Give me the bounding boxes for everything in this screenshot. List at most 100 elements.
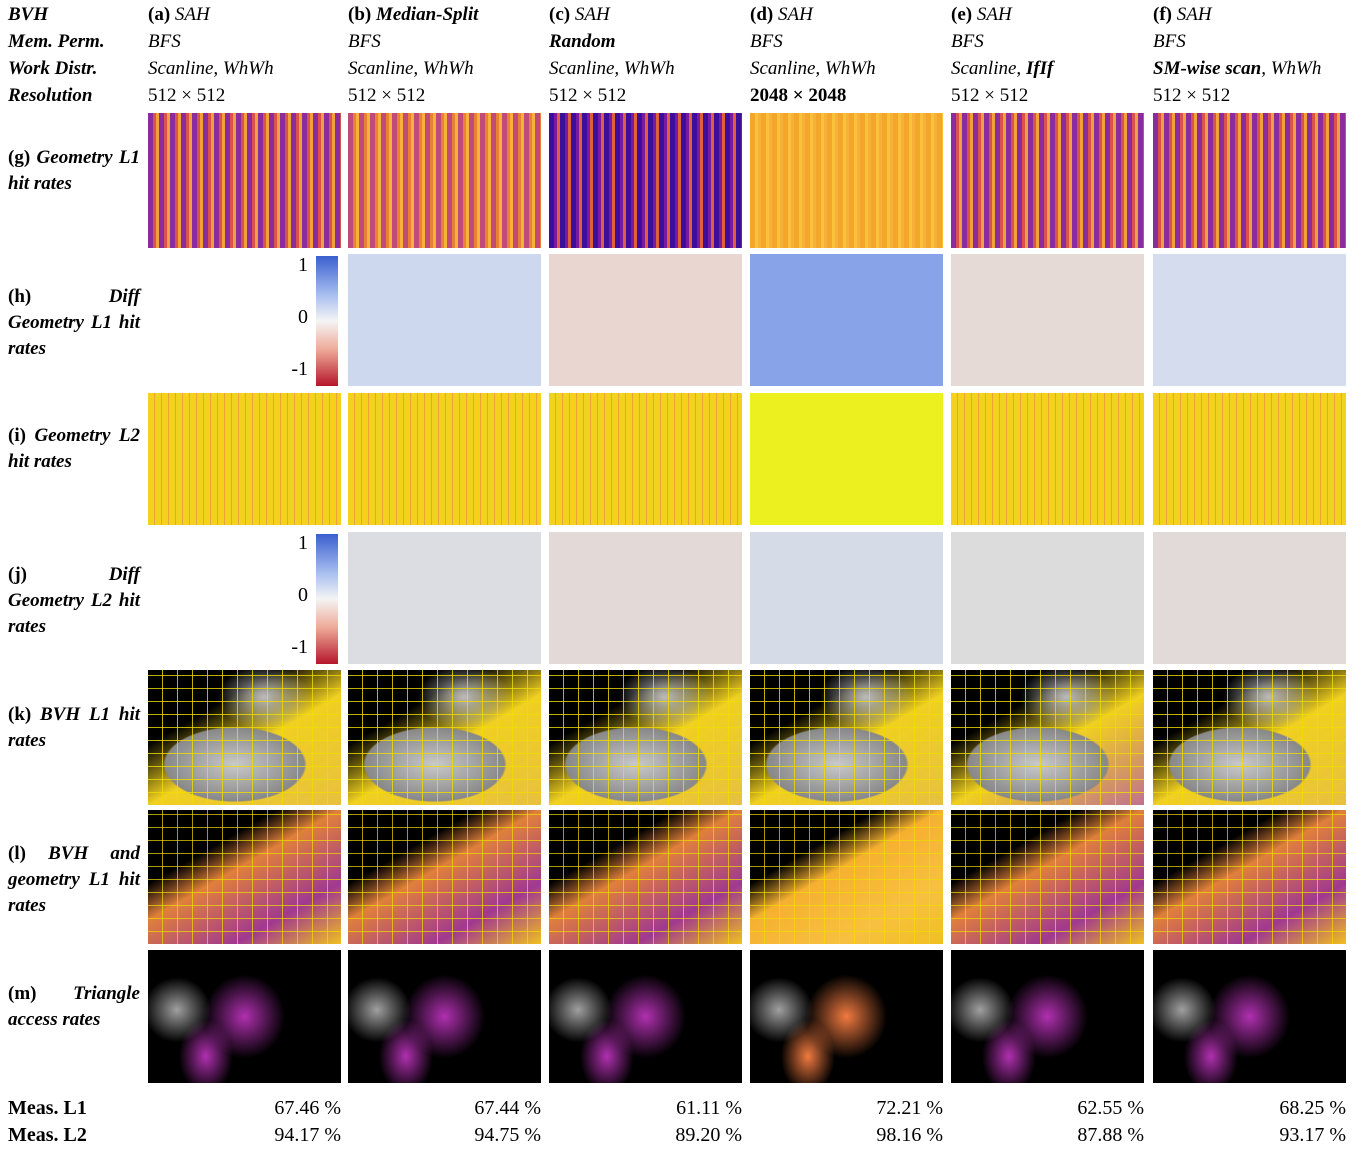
image-panel (1153, 113, 1346, 248)
image-panel (951, 532, 1144, 664)
row-text: Diff Geometry L2 hit rates (8, 564, 140, 637)
row-letter: (i) (8, 425, 26, 446)
column-mem: BFS (1153, 31, 1186, 53)
image-panel (750, 950, 943, 1083)
image-panel (549, 254, 742, 386)
image-panel (549, 810, 742, 944)
column-work-text: SM-wise scan (1153, 58, 1261, 79)
column-resolution: 512 × 512 (549, 85, 626, 107)
image-panel (951, 393, 1144, 525)
colorbar (316, 534, 338, 664)
column-resolution-text: 512 × 512 (549, 85, 626, 106)
image-panel (148, 113, 341, 248)
column-mem-text: BFS (951, 31, 984, 52)
image-panel (951, 113, 1144, 248)
measurement-value: 98.16 % (753, 1124, 943, 1147)
header-label: BVH (8, 4, 48, 26)
measurement-value: 89.20 % (552, 1124, 742, 1147)
colorbar (316, 256, 338, 386)
column-mem-text: BFS (348, 31, 381, 52)
column-work-text: Scanline, (951, 58, 1026, 79)
image-panel (348, 950, 541, 1083)
column-bvh: (f) SAH (1153, 4, 1212, 26)
image-panel (750, 670, 943, 805)
image-panel (750, 113, 943, 248)
image-panel (549, 532, 742, 664)
image-panel (148, 670, 341, 805)
image-panel (549, 113, 742, 248)
column-mem: BFS (750, 31, 783, 53)
row-label: (h) Diff Geometry L1 hit rates (8, 284, 140, 362)
image-panel (1153, 810, 1346, 944)
row-label: (m) Triangle access rates (8, 981, 140, 1033)
image-panel (549, 950, 742, 1083)
column-mem: BFS (148, 31, 181, 53)
image-panel (1153, 532, 1346, 664)
row-letter: (g) (8, 147, 30, 168)
row-text: BVH and geometry L1 hit rates (8, 843, 140, 916)
image-panel (348, 670, 541, 805)
measurement-value: 67.44 % (351, 1097, 541, 1120)
row-label: (l) BVH and geometry L1 hit rates (8, 841, 140, 919)
image-panel (348, 810, 541, 944)
column-work-text: IfIf (1026, 58, 1053, 79)
image-panel (148, 810, 341, 944)
column-resolution-text: 512 × 512 (951, 85, 1028, 106)
column-work-text: Scanline, WhWh (148, 58, 274, 79)
column-resolution-text: 512 × 512 (1153, 85, 1230, 106)
row-text: Geometry L2 hit rates (8, 425, 140, 472)
row-label: (g) Geometry L1 hit rates (8, 145, 140, 197)
image-panel (348, 254, 541, 386)
row-letter: (k) (8, 704, 31, 725)
column-mem: BFS (348, 31, 381, 53)
column-bvh-text: SAH (778, 4, 813, 25)
column-letter: (e) (951, 4, 972, 25)
image-panel (1153, 254, 1346, 386)
measurement-value: 67.46 % (151, 1097, 341, 1120)
measurement-value: 61.11 % (552, 1097, 742, 1120)
measurement-value: 62.55 % (954, 1097, 1144, 1120)
column-mem-text: BFS (148, 31, 181, 52)
header-label: Resolution (8, 85, 92, 107)
column-resolution: 512 × 512 (348, 85, 425, 107)
column-bvh: (d) SAH (750, 4, 813, 26)
column-letter: (c) (549, 4, 570, 25)
column-work-text: , WhWh (1261, 58, 1321, 79)
image-panel (549, 393, 742, 525)
colorbar-label: 0 (268, 306, 308, 329)
image-panel (348, 532, 541, 664)
measurement-value: 72.21 % (753, 1097, 943, 1120)
column-bvh: (e) SAH (951, 4, 1012, 26)
column-mem-text: BFS (1153, 31, 1186, 52)
column-work-text: Scanline, WhWh (348, 58, 474, 79)
column-resolution-text: 512 × 512 (148, 85, 225, 106)
column-work: Scanline, WhWh (348, 58, 474, 80)
colorbar-label: 1 (268, 532, 308, 555)
image-panel (1153, 950, 1346, 1083)
column-letter: (f) (1153, 4, 1172, 25)
column-bvh-text: Median-Split (376, 4, 478, 25)
colorbar-label: 0 (268, 584, 308, 607)
column-resolution: 512 × 512 (148, 85, 225, 107)
column-work: Scanline, IfIf (951, 58, 1053, 80)
image-panel (750, 254, 943, 386)
column-work: Scanline, WhWh (549, 58, 675, 80)
measurement-value: 93.17 % (1156, 1124, 1346, 1147)
image-panel (951, 810, 1144, 944)
measurement-value: 68.25 % (1156, 1097, 1346, 1120)
column-mem-text: BFS (750, 31, 783, 52)
image-panel (750, 532, 943, 664)
column-bvh-text: SAH (977, 4, 1012, 25)
column-bvh: (a) SAH (148, 4, 210, 26)
image-panel (951, 950, 1144, 1083)
column-work-text: Scanline, WhWh (549, 58, 675, 79)
image-panel (1153, 670, 1346, 805)
column-resolution: 2048 × 2048 (750, 85, 846, 107)
row-letter: (m) (8, 983, 36, 1004)
measurement-label: Meas. L2 (8, 1124, 87, 1147)
measurement-value: 94.17 % (151, 1124, 341, 1147)
row-letter: (h) (8, 286, 31, 307)
measurement-value: 87.88 % (954, 1124, 1144, 1147)
column-resolution: 512 × 512 (951, 85, 1028, 107)
header-label: Work Distr. (8, 58, 97, 80)
